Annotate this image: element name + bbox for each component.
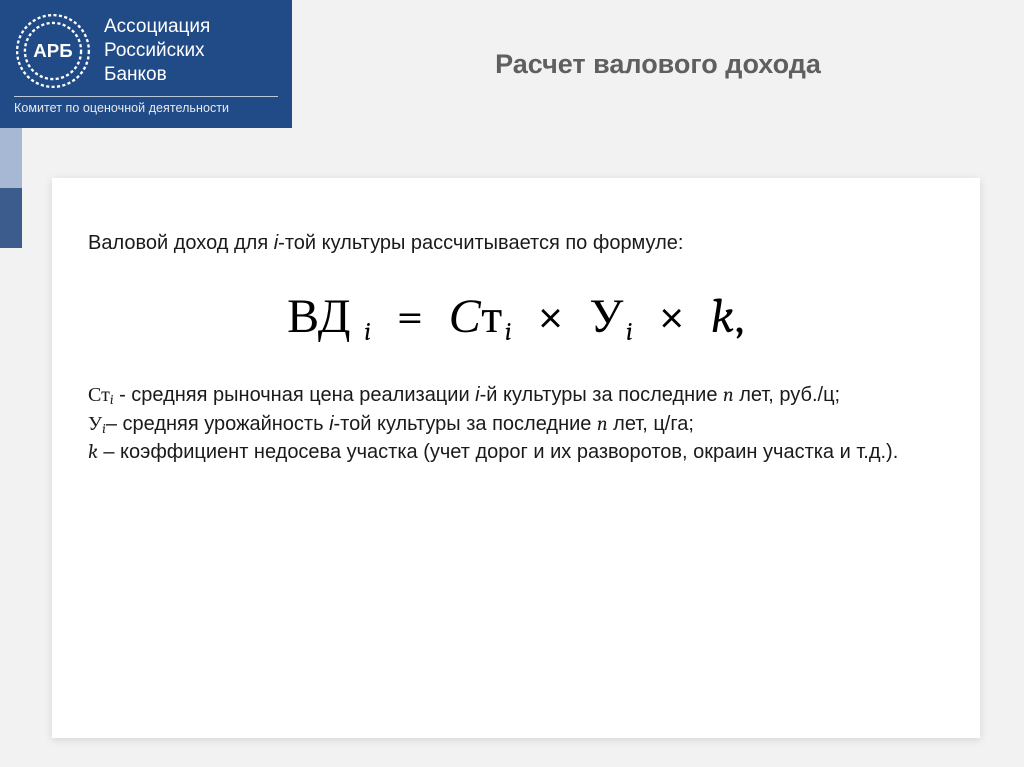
def2-a: – средняя урожайность [106, 413, 329, 435]
def-2: Уi– средняя урожайность i-той культуры з… [88, 410, 944, 439]
org-logo-block: АРБ Ассоциация Российских Банков Комитет… [0, 0, 292, 128]
left-accent-light [0, 128, 22, 188]
header-right: Расчет валового дохода [292, 0, 1024, 128]
formula-rhs2-sub: i [626, 316, 633, 347]
intro-prefix: Валовой доход для [88, 232, 274, 254]
def-1: Стi - средняя рыночная цена реализации i… [88, 381, 944, 410]
def1-symbol: Стi [88, 383, 114, 406]
logo-subtitle: Комитет по оценочной деятельности [14, 101, 278, 115]
logo-line-1: Ассоциация [104, 16, 210, 38]
logo-line-3: Банков [104, 64, 210, 86]
def2-n: n [597, 412, 608, 435]
def3-text: – коэффициент недосева участка (учет дор… [98, 441, 899, 463]
def2-b: -той культуры за последние [334, 413, 597, 435]
formula: ВД i = Стi × Уi × k, [88, 289, 944, 347]
formula-rhs1: Стi [449, 289, 512, 347]
def1-b: -й культуры за последние [480, 384, 723, 406]
logo-mark: АРБ [14, 12, 92, 90]
def3-symbol: k [88, 440, 98, 463]
arb-ring-icon: АРБ [14, 12, 92, 90]
formula-rhs1-sub: i [505, 316, 512, 347]
logo-divider [14, 96, 278, 97]
content-card: Валовой доход для i -той культуры рассчит… [52, 178, 980, 738]
formula-rhs2: Уi [589, 289, 633, 347]
formula-rhs1-t: т [481, 289, 502, 344]
def1-n: n [723, 383, 734, 406]
slide-title: Расчет валового дохода [495, 49, 821, 80]
formula-times-1: × [537, 289, 564, 344]
def2-c: лет, ц/га; [608, 413, 694, 435]
logo-top-row: АРБ Ассоциация Российских Банков [14, 12, 278, 90]
def-3: k – коэффициент недосева участка (учет д… [88, 438, 944, 466]
logo-text: Ассоциация Российских Банков [104, 16, 210, 86]
intro-suffix: -той культуры рассчитывается по формуле: [278, 232, 683, 254]
def1-c: лет, руб./ц; [734, 384, 840, 406]
formula-times-2: × [658, 289, 685, 344]
intro-text: Валовой доход для i-той культуры рассчит… [88, 232, 944, 255]
formula-rhs2-main: У [589, 289, 623, 344]
formula-k: k [711, 289, 735, 344]
left-accent-dark [0, 188, 22, 248]
logo-line-2: Российских [104, 40, 210, 62]
slide: АРБ Ассоциация Российских Банков Комитет… [0, 0, 1024, 767]
logo-abbr: АРБ [33, 40, 72, 61]
formula-lhs-sub: i [364, 316, 371, 347]
definitions: Стi - средняя рыночная цена реализации i… [88, 381, 944, 466]
def1-a: - средняя рыночная цена реализации [114, 384, 476, 406]
def2-symbol: Уi [88, 412, 106, 435]
formula-rhs1-c: С [449, 289, 482, 344]
formula-lhs-main: ВД [287, 289, 351, 344]
formula-tail: , [735, 289, 745, 344]
formula-lhs: ВД i [287, 289, 371, 347]
formula-eq: = [397, 289, 424, 344]
